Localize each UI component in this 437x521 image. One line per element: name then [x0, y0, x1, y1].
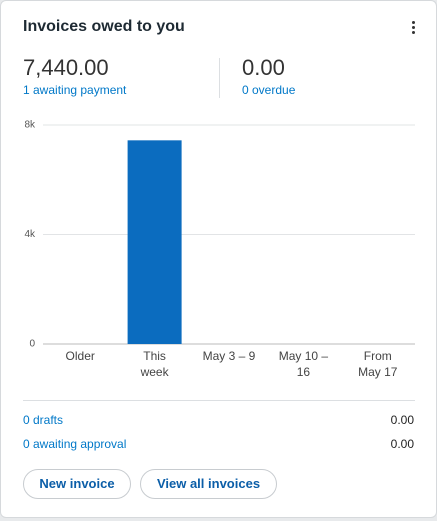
y-tick-label: 0	[29, 339, 35, 350]
y-tick-label: 8k	[24, 120, 36, 131]
divider	[219, 58, 220, 98]
amount: 0.00	[242, 55, 285, 80]
row-link[interactable]: 0 drafts	[23, 413, 64, 427]
row-amount: 0.00	[390, 413, 414, 427]
divider	[23, 400, 415, 401]
x-tick-label: May 10 – 16	[278, 349, 329, 379]
menu-button[interactable]	[412, 21, 418, 36]
button[interactable]: View all invoices	[140, 469, 277, 499]
x-tick-label: From May 17	[358, 349, 398, 379]
summary-link[interactable]: 1 awaiting payment	[23, 83, 127, 97]
chart: 0 4k 8k	[24, 120, 415, 350]
amount: 7,440.00	[23, 55, 109, 80]
summary-link[interactable]: 0 overdue	[242, 83, 296, 97]
bar	[127, 140, 182, 344]
button[interactable]: New invoice	[23, 469, 131, 499]
widget-title: Invoices owed to you	[23, 18, 185, 35]
x-tick-label: This week	[140, 349, 169, 379]
x-tick-label: Older	[65, 349, 95, 363]
x-tick-label: May 3 – 9	[202, 349, 256, 363]
row-amount: 0.00	[390, 437, 414, 451]
y-tick-label: 4k	[24, 229, 36, 240]
row-link[interactable]: 0 awaiting approval	[23, 437, 127, 451]
